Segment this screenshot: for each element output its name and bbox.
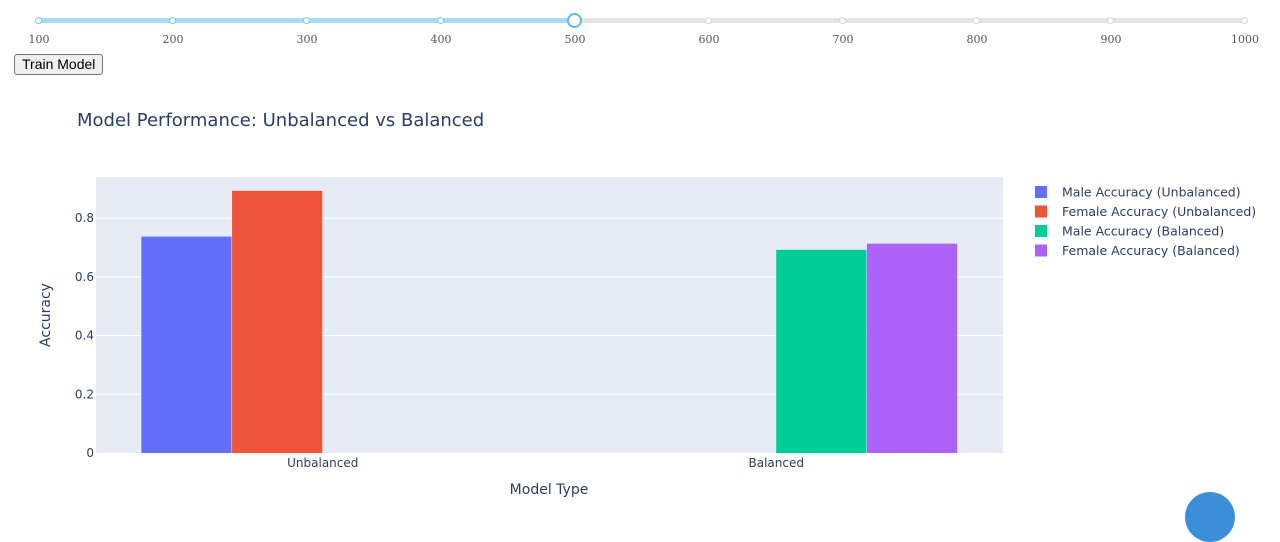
slider-handle[interactable] bbox=[567, 13, 582, 28]
slider-dot-400[interactable] bbox=[437, 17, 444, 24]
legend-swatch[interactable] bbox=[1035, 225, 1047, 237]
legend-label[interactable]: Male Accuracy (Unbalanced) bbox=[1062, 185, 1241, 200]
slider-dot-900[interactable] bbox=[1107, 17, 1114, 24]
slider-dot-600[interactable] bbox=[705, 17, 712, 24]
slider-dot-100[interactable] bbox=[35, 17, 42, 24]
x-axis-title: Model Type bbox=[510, 482, 589, 498]
slider-mark-label[interactable]: 1000 bbox=[1231, 33, 1259, 46]
chart-title: Model Performance: Unbalanced vs Balance… bbox=[77, 110, 484, 131]
bar-balanced-3[interactable] bbox=[866, 243, 958, 453]
slider-dot-800[interactable] bbox=[973, 17, 980, 24]
legend-label[interactable]: Male Accuracy (Balanced) bbox=[1062, 224, 1224, 239]
slider-dot-1000[interactable] bbox=[1241, 17, 1248, 24]
slider-mark-label[interactable]: 800 bbox=[966, 33, 988, 46]
slider-mark-label[interactable]: 700 bbox=[832, 33, 854, 46]
x-tick-label: Balanced bbox=[749, 456, 804, 470]
slider-rail[interactable] bbox=[39, 18, 1245, 23]
epochs-slider[interactable]: 100 200 300 400 500 600 700 800 900 1000 bbox=[0, 0, 1280, 50]
slider-mark-label[interactable]: 600 bbox=[698, 33, 720, 46]
y-tick-label: 0.8 bbox=[75, 211, 94, 225]
slider-mark-label[interactable]: 200 bbox=[162, 33, 184, 46]
bar-unbalanced-1[interactable] bbox=[232, 190, 323, 454]
y-tick-label: 0.6 bbox=[75, 270, 94, 284]
legend-label[interactable]: Female Accuracy (Unbalanced) bbox=[1062, 204, 1256, 219]
performance-chart: Model Performance: Unbalanced vs Balance… bbox=[38, 110, 1256, 498]
slider-dot-300[interactable] bbox=[303, 17, 310, 24]
bar-unbalanced-0[interactable] bbox=[141, 236, 232, 453]
x-tick-label: Unbalanced bbox=[287, 456, 358, 470]
y-tick-label: 0.2 bbox=[75, 387, 94, 401]
slider-dot-700[interactable] bbox=[839, 17, 846, 24]
bar-balanced-2[interactable] bbox=[776, 249, 867, 453]
legend-swatch[interactable] bbox=[1035, 244, 1047, 257]
legend-swatch[interactable] bbox=[1035, 205, 1047, 218]
slider-mark-label[interactable]: 500 bbox=[564, 33, 586, 46]
legend-swatch[interactable] bbox=[1035, 186, 1047, 198]
legend-label[interactable]: Female Accuracy (Balanced) bbox=[1062, 243, 1240, 258]
floating-action-button[interactable] bbox=[1185, 492, 1235, 542]
y-tick-label: 0.4 bbox=[75, 329, 94, 343]
slider-mark-label[interactable]: 900 bbox=[1100, 33, 1122, 46]
legend: Male Accuracy (Unbalanced) Female Accurac… bbox=[1035, 185, 1256, 258]
y-axis-title: Accuracy bbox=[38, 283, 54, 347]
slider-mark-label[interactable]: 300 bbox=[296, 33, 318, 46]
train-model-button[interactable]: Train Model bbox=[14, 54, 104, 75]
slider-dot-200[interactable] bbox=[169, 17, 176, 24]
slider-mark-label[interactable]: 400 bbox=[430, 33, 452, 46]
slider-mark-label[interactable]: 100 bbox=[28, 33, 50, 46]
y-tick-label: 0 bbox=[86, 446, 94, 460]
